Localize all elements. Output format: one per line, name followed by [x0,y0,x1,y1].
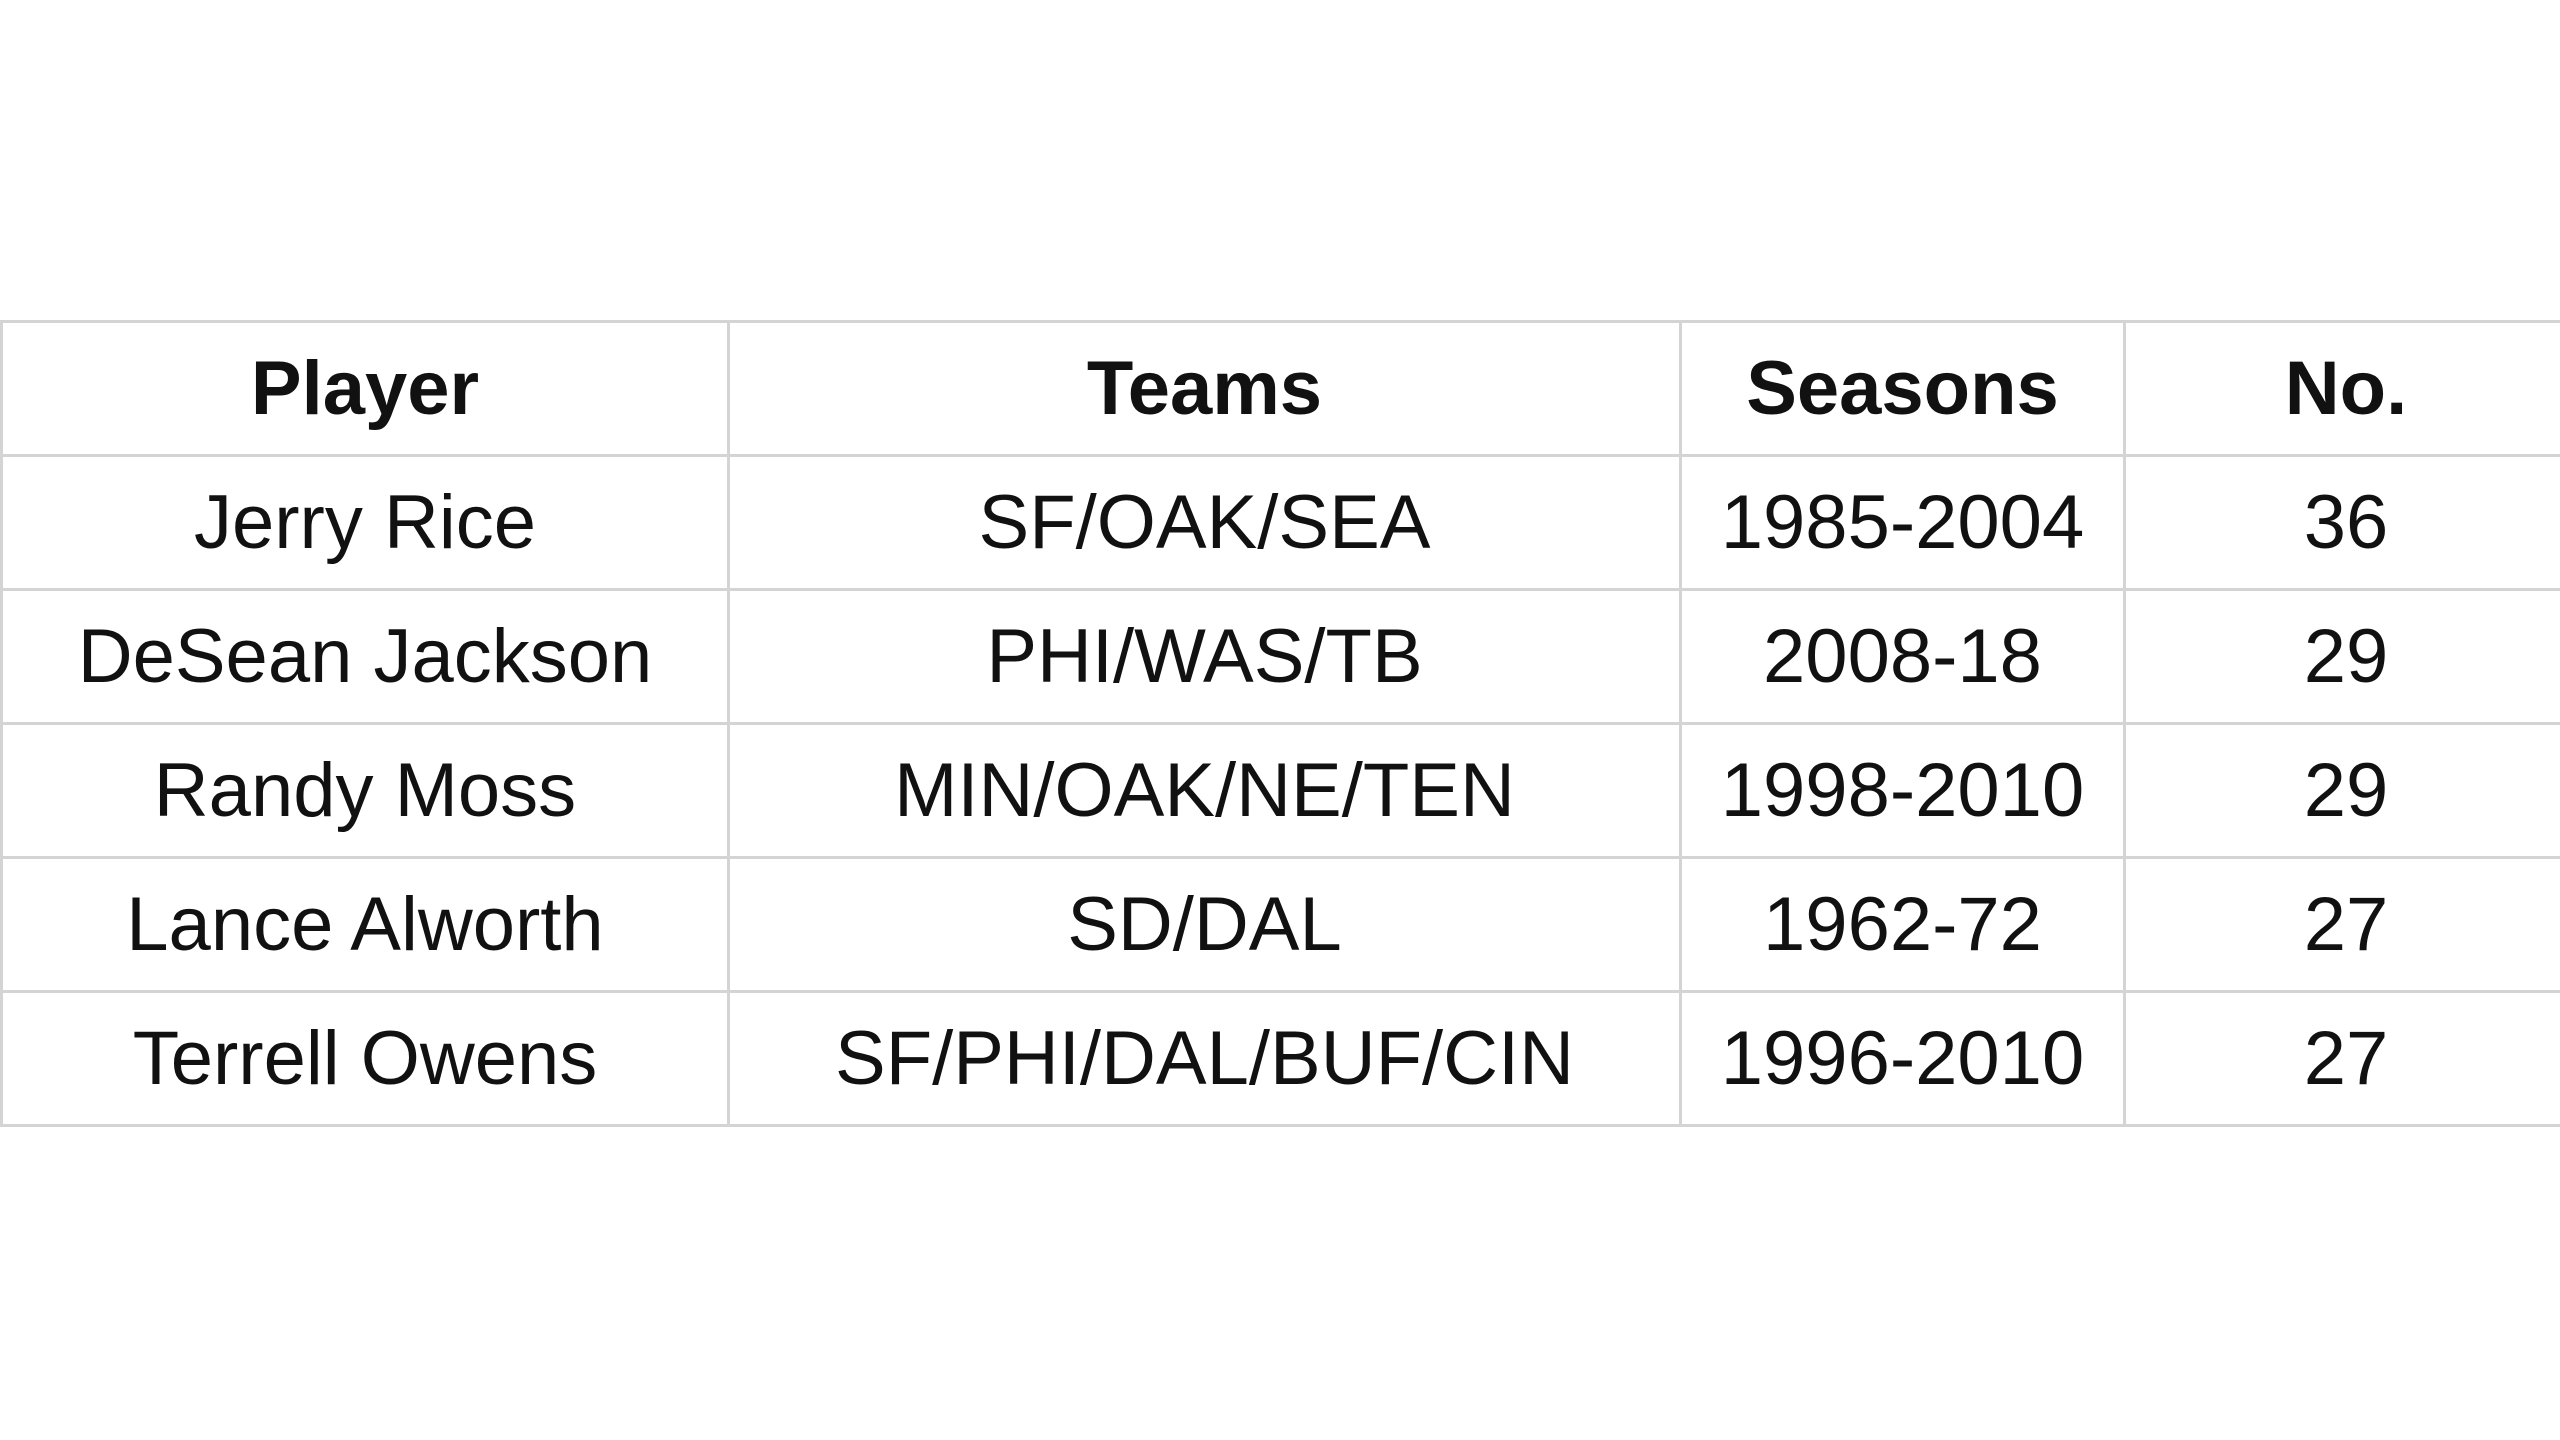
table-cell: Jerry Rice [0,454,730,591]
table-cell: Lance Alworth [0,856,730,993]
table-cell: PHI/WAS/TB [727,588,1682,725]
table-row: Randy Moss MIN/OAK/NE/TEN 1998-2010 29 [0,722,2560,859]
data-table: Player Teams Seasons No. Jerry Rice SF/OAK/S… [0,320,2560,1127]
table-row: Jerry Rice SF/OAK/SEA 1985-2004 36 [0,454,2560,591]
table-cell: 27 [2123,990,2560,1127]
header-cell: Seasons [1679,320,2126,457]
header-cell: No. [2123,320,2560,457]
table-cell: 27 [2123,856,2560,993]
table-cell: SD/DAL [727,856,1682,993]
table-cell: SF/PHI/DAL/BUF/CIN [727,990,1682,1127]
header-row: Player Teams Seasons No. [0,320,2560,457]
table-cell: Randy Moss [0,722,730,859]
table-body: Jerry Rice SF/OAK/SEA 1985-2004 36 DeSean Ja… [0,454,2560,1127]
table-cell: MIN/OAK/NE/TEN [727,722,1682,859]
table-cell: 1962-72 [1679,856,2126,993]
table-cell: Terrell Owens [0,990,730,1127]
table-cell: SF/OAK/SEA [727,454,1682,591]
table-row: Lance Alworth SD/DAL 1962-72 27 [0,856,2560,993]
table-cell: 29 [2123,588,2560,725]
table-row: DeSean Jackson PHI/WAS/TB 2008-18 29 [0,588,2560,725]
table-cell: 1996-2010 [1679,990,2126,1127]
table-row: Terrell Owens SF/PHI/DAL/BUF/CIN 1996-2010… [0,990,2560,1127]
table-cell: 36 [2123,454,2560,591]
table-cell: 1998-2010 [1679,722,2126,859]
table-cell: 29 [2123,722,2560,859]
header-cell: Player [0,320,730,457]
table-cell: DeSean Jackson [0,588,730,725]
table-cell: 2008-18 [1679,588,2126,725]
table-cell: 1985-2004 [1679,454,2126,591]
header-cell: Teams [727,320,1682,457]
